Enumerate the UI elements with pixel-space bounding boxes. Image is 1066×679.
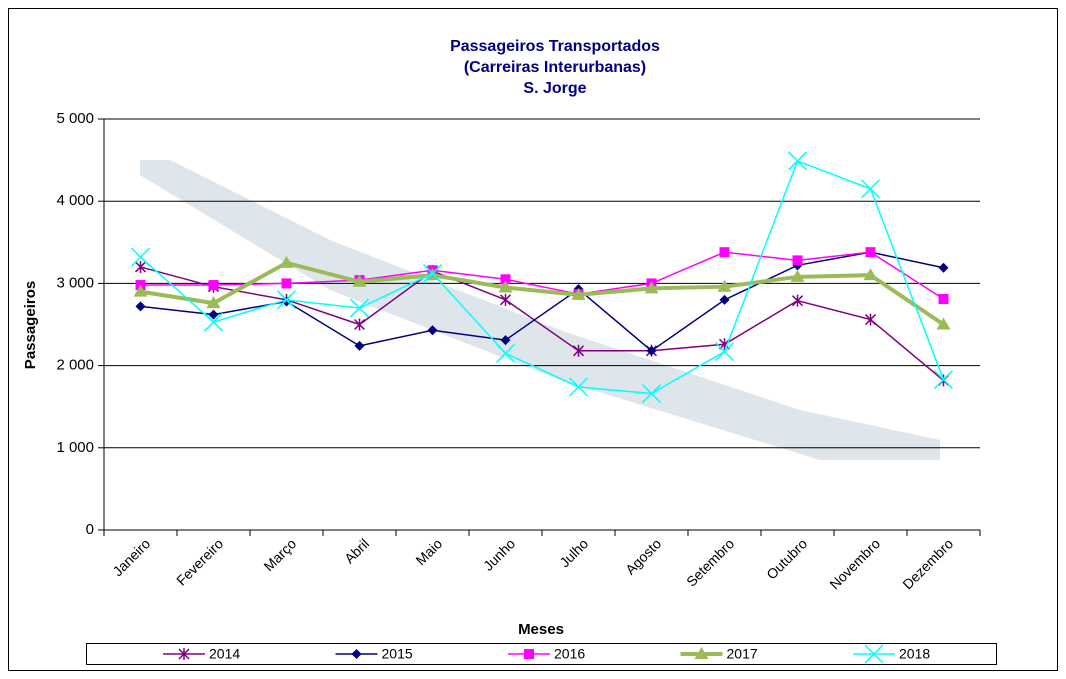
- point-marker: [933, 370, 954, 390]
- point-marker: [792, 255, 803, 266]
- y-tick-label: 0: [86, 521, 94, 538]
- point-marker: [500, 335, 511, 346]
- point-marker: [353, 318, 366, 331]
- point-marker: [719, 294, 730, 305]
- legend-marker: [864, 644, 884, 664]
- legend-marker: [178, 648, 190, 660]
- y-tick-label: 3 000: [56, 274, 94, 291]
- point-marker: [276, 290, 297, 310]
- series-line: [140, 260, 945, 327]
- legend-marker: [694, 647, 709, 659]
- x-axis-title: Meses: [518, 621, 564, 638]
- point-marker: [714, 342, 735, 362]
- point-marker: [422, 264, 443, 284]
- point-marker: [936, 317, 951, 330]
- point-marker: [130, 247, 151, 267]
- point-marker: [203, 312, 224, 332]
- point-marker: [790, 269, 805, 282]
- series-line: [140, 266, 944, 381]
- point-marker: [791, 294, 804, 307]
- point-marker: [281, 278, 292, 289]
- y-tick-label: 1 000: [56, 439, 94, 456]
- point-marker: [349, 298, 370, 318]
- point-marker: [864, 313, 877, 326]
- point-marker: [863, 268, 878, 281]
- chart-title: (Carreiras Interurbanas): [464, 59, 646, 76]
- y-tick-label: 4 000: [56, 192, 94, 209]
- point-marker: [499, 293, 512, 306]
- series-line: [140, 159, 945, 395]
- point-marker: [787, 151, 808, 171]
- point-marker: [208, 309, 219, 320]
- point-marker: [646, 345, 657, 356]
- legend-label: 2015: [382, 646, 413, 662]
- point-marker: [865, 247, 876, 258]
- point-marker: [500, 274, 511, 285]
- point-marker: [644, 281, 659, 294]
- legend-marker: [524, 649, 534, 659]
- point-marker: [568, 377, 589, 397]
- legend-label: 2017: [727, 646, 758, 662]
- point-marker: [354, 340, 365, 351]
- point-marker: [719, 247, 730, 258]
- point-marker: [495, 343, 516, 363]
- point-marker: [133, 284, 148, 297]
- point-marker: [135, 301, 146, 312]
- legend-marker: [351, 649, 362, 659]
- point-marker: [938, 294, 949, 305]
- legend-label: 2014: [209, 646, 240, 662]
- point-marker: [208, 280, 219, 291]
- point-marker: [206, 296, 221, 309]
- point-marker: [427, 325, 438, 336]
- point-marker: [860, 179, 881, 199]
- y-tick-label: 5 000: [56, 110, 94, 127]
- point-marker: [134, 260, 147, 273]
- y-axis-title: Passageiros: [22, 281, 39, 369]
- point-marker: [281, 296, 292, 307]
- chart-title: S. Jorge: [523, 80, 586, 97]
- point-marker: [717, 279, 732, 292]
- point-marker: [572, 344, 585, 357]
- point-marker: [571, 287, 586, 300]
- point-marker: [938, 262, 949, 273]
- y-tick-label: 2 000: [56, 357, 94, 374]
- legend-label: 2018: [899, 646, 930, 662]
- point-marker: [641, 384, 662, 404]
- point-marker: [498, 280, 513, 293]
- chart-title: Passageiros Transportados: [450, 38, 660, 55]
- series-line: [140, 251, 944, 300]
- point-marker: [279, 255, 294, 268]
- watermark: [140, 160, 940, 460]
- legend-label: 2016: [554, 646, 585, 662]
- point-marker: [352, 274, 367, 287]
